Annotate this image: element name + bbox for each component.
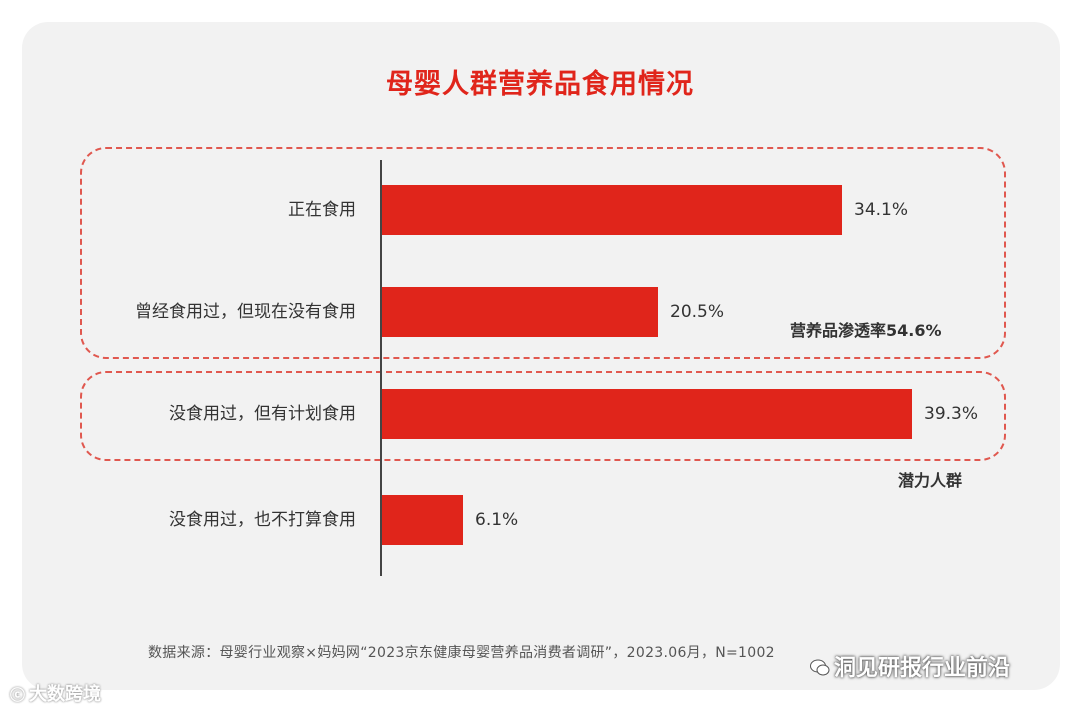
watermark-right-text: 洞见研报行业前沿 [834,656,1011,681]
potential-annotation: 潜力人群 [898,471,963,490]
value-label-3: 39.3% [924,404,979,424]
data-source-note: 数据来源：母婴行业观察×妈妈网“2023京东健康母婴营养品消费者调研”，2023… [148,645,775,661]
chart-card [22,22,1060,690]
potential-group-box [80,371,1006,461]
bar-2 [381,287,658,337]
wechat-icon [810,659,830,676]
watermark-left-text: 大数跨境 [29,684,102,705]
watermark-logo-icon: ⓒ [10,686,26,704]
value-label-1: 34.1% [854,200,909,220]
category-label-2: 曾经食用过，但现在没有食用 [135,302,356,322]
category-label-3: 没食用过，但有计划食用 [169,404,356,424]
category-label-4: 没食用过，也不打算食用 [169,510,356,530]
penetration-annotation: 营养品渗透率54.6% [790,321,942,340]
bar-3 [381,389,912,439]
category-label-1: 正在食用 [288,200,356,220]
penetration-group-box [80,147,1006,359]
y-axis-line [380,160,382,576]
value-label-2: 20.5% [670,302,725,322]
bar-1 [381,185,842,235]
watermark-right: 洞见研报行业前沿 [810,650,1010,682]
watermark-left: ⓒ 大数跨境 [10,680,101,706]
bar-4 [381,495,463,545]
value-label-4: 6.1% [475,510,519,530]
chart-title: 母婴人群营养品食用情况 [386,69,694,100]
